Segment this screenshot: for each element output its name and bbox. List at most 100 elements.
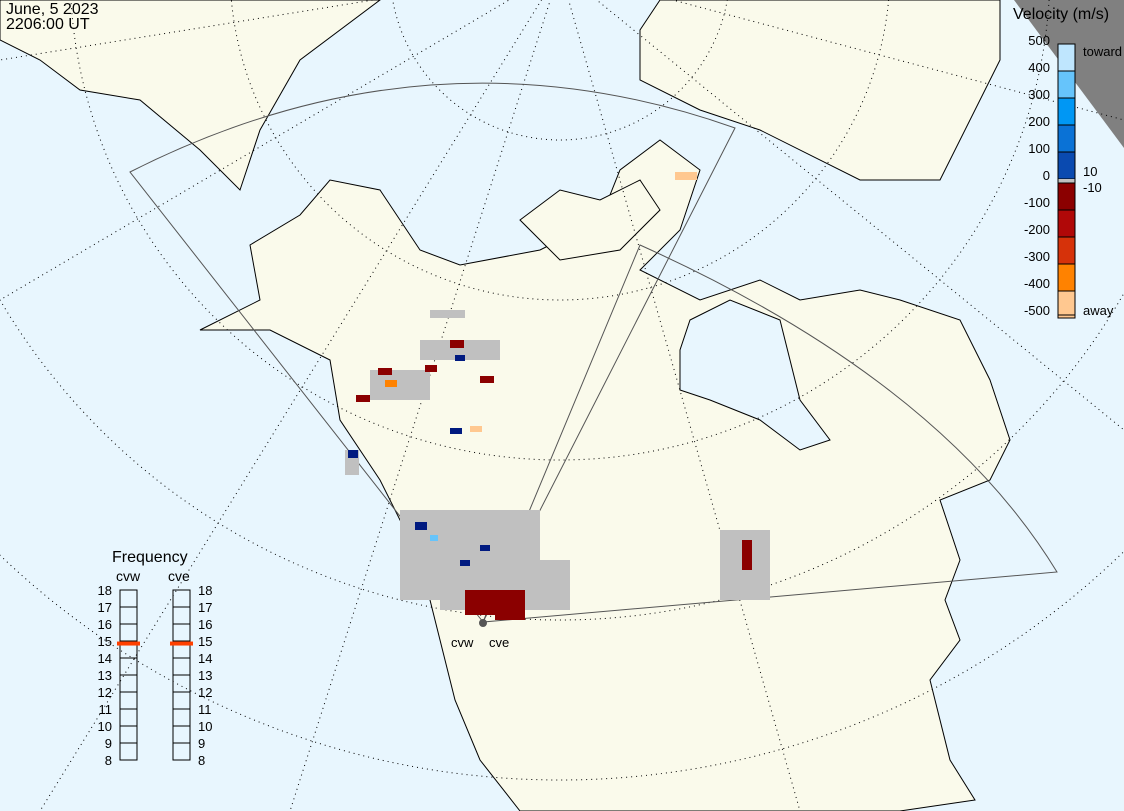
scatter-cell [415,522,427,530]
velocity-tick: -300 [1023,249,1050,264]
colorbar-segment [1057,70,1076,99]
colorbar-segment [1057,43,1076,72]
colorbar-segment [1057,236,1076,265]
date-label: June, 5 2023 [6,1,99,18]
scatter-cell [480,545,490,551]
scatter-cell [378,368,392,375]
scatter-cell [495,600,525,620]
radar-label-cvw: cvw [451,635,474,650]
frequency-bar-cell [172,725,191,744]
scatter-cell [450,340,464,348]
scatter-cell [450,428,462,434]
frequency-tick: 11 [98,702,113,717]
frequency-tick: 11 [198,702,212,717]
land [0,0,1011,811]
frequency-bar-cell [119,606,138,625]
frequency-bars [117,589,193,761]
frequency-tick: 10 [97,719,112,734]
frequency-bar-cell [119,725,138,744]
scatter-cell [460,560,470,566]
land-siberia [0,0,381,191]
frequency-tick: 13 [97,668,112,683]
frequency-tick: 8 [198,753,206,768]
freq-radar-label-cvw: cvw [116,568,141,584]
frequency-bar-cell [172,674,191,693]
gs-label-pos: 10 [1083,164,1098,179]
velocity-tick: 200 [1028,114,1050,129]
frequency-tick: 9 [198,736,206,751]
velocity-colorbar [1057,43,1076,319]
colorbar-segment [1057,124,1076,153]
colorbar-segment [1057,97,1076,126]
frequency-tick: 16 [97,617,112,632]
frequency-bar-cell [119,589,138,608]
frequency-tick: 10 [198,719,213,734]
frequency-tick: 8 [104,753,112,768]
colorbar-segment [1057,263,1076,292]
scatter-cell [385,380,397,387]
scatter-cell [425,365,437,372]
frequency-tick: 14 [97,651,112,666]
velocity-tick: -200 [1023,222,1050,237]
time-label: 2206:00 UT [6,16,90,33]
frequency-bar-cell [119,691,138,710]
scatter-cell [356,395,370,402]
frequency-tick: 13 [198,668,213,683]
frequency-tick: 14 [198,651,213,666]
scatter-cell [420,340,500,360]
frequency-tick: 9 [104,736,112,751]
frequency-tick: 12 [97,685,112,700]
frequency-tick: 15 [198,634,213,649]
scatter-cell [455,355,465,361]
scatter-cell [430,535,438,541]
scatter-cell [348,450,358,458]
freq-radar-label-cve: cve [168,568,190,584]
frequency-bar-cell [172,708,191,727]
frequency-bar-cell [119,742,138,761]
velocity-tick: -500 [1023,303,1050,318]
frequency-tick: 18 [198,583,213,598]
frequency-bar-cell [119,674,138,693]
frequency-bar-cell [119,623,138,642]
frequency-tick: 12 [198,685,213,700]
scatter-cells [345,172,770,620]
velocity-tick: 400 [1028,60,1050,75]
velocity-scale-title: Velocity (m/s) [1013,6,1110,23]
frequency-bar-cell [119,708,138,727]
frequency-tick: 17 [97,600,112,615]
frequency-bar-cell [172,623,191,642]
radar-fovs [129,82,1058,623]
colorbar-segment [1057,290,1076,319]
water-hudson-bay [679,299,831,451]
frequency-tick: 18 [97,583,112,598]
cvw-fov [129,82,736,623]
velocity-tick: -100 [1023,195,1050,210]
scatter-cell [480,376,494,383]
frequency-tick: 16 [198,617,213,632]
colorbar-ground-scatter [1058,179,1075,183]
frequency-bar-cell [172,691,191,710]
frequency-marker [170,641,193,646]
frequency-tick: 15 [97,634,112,649]
cve-fov [482,244,1058,623]
scatter-cell [742,540,752,570]
velocity-tick: 300 [1028,87,1050,102]
frequency-bar-cell [172,606,191,625]
frequency-bar-cell [172,589,191,608]
scatter-cell [430,310,465,318]
velocity-tick: 500 [1028,33,1050,48]
colorbar-segment [1057,209,1076,238]
frequency-tick: 17 [198,600,213,615]
frequency-bar-cell [172,742,191,761]
frequency-title: Frequency [112,549,188,566]
radar-label-cve: cve [489,635,510,650]
radar-site-marker [479,619,487,627]
frequency-bar-cell [172,657,191,676]
frequency-marker [117,641,140,646]
scatter-cell [470,426,482,432]
land-greenland [639,0,1001,181]
frequency-bar-cell [119,657,138,676]
colorbar-segment [1057,182,1076,211]
